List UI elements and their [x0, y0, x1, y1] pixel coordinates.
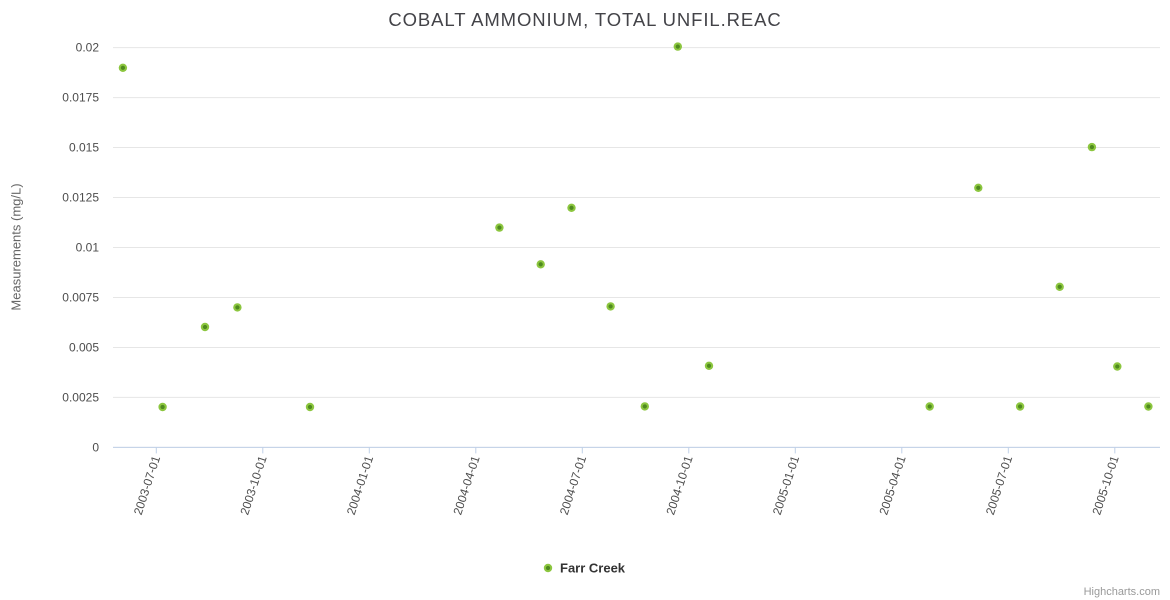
svg-text:2005-10-01: 2005-10-01 [1089, 454, 1121, 517]
svg-text:0.015: 0.015 [69, 141, 99, 155]
svg-text:2004-04-01: 2004-04-01 [450, 454, 482, 517]
svg-text:0.0025: 0.0025 [62, 390, 99, 404]
svg-text:0.02: 0.02 [76, 41, 100, 55]
svg-text:Farr Creek: Farr Creek [560, 561, 626, 576]
svg-text:2004-01-01: 2004-01-01 [344, 454, 376, 517]
svg-text:2004-10-01: 2004-10-01 [663, 454, 695, 517]
svg-text:2003-07-01: 2003-07-01 [131, 454, 163, 517]
svg-text:0.005: 0.005 [69, 340, 99, 354]
svg-text:0.0175: 0.0175 [62, 91, 99, 105]
svg-text:2005-04-01: 2005-04-01 [876, 454, 908, 517]
svg-text:2004-07-01: 2004-07-01 [557, 454, 589, 517]
svg-text:0.01: 0.01 [76, 241, 100, 255]
svg-text:0: 0 [92, 440, 99, 454]
svg-text:0.0125: 0.0125 [62, 191, 99, 205]
svg-text:2003-10-01: 2003-10-01 [237, 454, 269, 517]
svg-text:0.0075: 0.0075 [62, 290, 99, 304]
svg-text:2005-07-01: 2005-07-01 [983, 454, 1015, 517]
svg-text:2005-01-01: 2005-01-01 [770, 454, 802, 517]
